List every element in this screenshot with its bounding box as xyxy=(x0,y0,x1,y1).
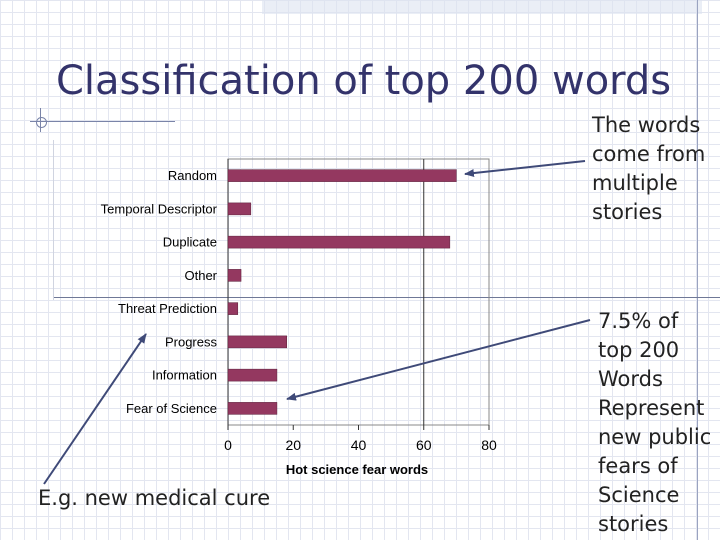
left-decor-line xyxy=(53,140,54,300)
arrow-to-progress-label xyxy=(43,333,147,485)
category-label: Duplicate xyxy=(163,235,217,250)
category-label: Random xyxy=(168,168,217,183)
x-tick-label: 20 xyxy=(285,437,301,453)
x-tick-label: 60 xyxy=(416,437,432,453)
category-label: Temporal Descriptor xyxy=(101,201,218,216)
category-label: Fear of Science xyxy=(126,401,217,416)
note-example-medical-cure: E.g. new medical cure xyxy=(38,486,271,510)
bar-information xyxy=(227,368,278,382)
note-new-public-fears: 7.5% of top 200 Words Represent new publ… xyxy=(598,309,712,536)
x-axis-title: Hot science fear words xyxy=(286,462,428,477)
bar-fear-of-science xyxy=(227,402,278,415)
bar-temporal-descriptor xyxy=(227,202,252,216)
x-tick-label: 0 xyxy=(224,437,232,453)
bar-random xyxy=(227,169,457,182)
category-label: Threat Prediction xyxy=(118,301,217,316)
note-words-from-stories: The words come from multiple stories xyxy=(592,113,706,224)
category-label: Other xyxy=(184,268,217,283)
arrow-to-random-bar xyxy=(464,160,586,178)
top-decor-band xyxy=(262,0,702,14)
bar-threat-prediction xyxy=(227,302,239,315)
x-tick-label: 80 xyxy=(481,437,497,453)
title-rule xyxy=(30,121,175,122)
bar-other xyxy=(227,269,242,282)
category-label: Information xyxy=(152,368,217,383)
bar-progress xyxy=(227,335,287,349)
slide-title: Classification of top 200 words xyxy=(56,58,672,104)
plot-area-frame xyxy=(227,158,490,426)
x-tick-label: 40 xyxy=(351,437,367,453)
middle-rule xyxy=(54,297,720,298)
right-decor-line xyxy=(697,0,698,540)
bar-duplicate xyxy=(227,235,451,249)
title-rule-circle xyxy=(36,117,47,128)
category-label: Progress xyxy=(165,334,218,349)
arrow-to-fear-of-science-bar xyxy=(286,319,591,401)
